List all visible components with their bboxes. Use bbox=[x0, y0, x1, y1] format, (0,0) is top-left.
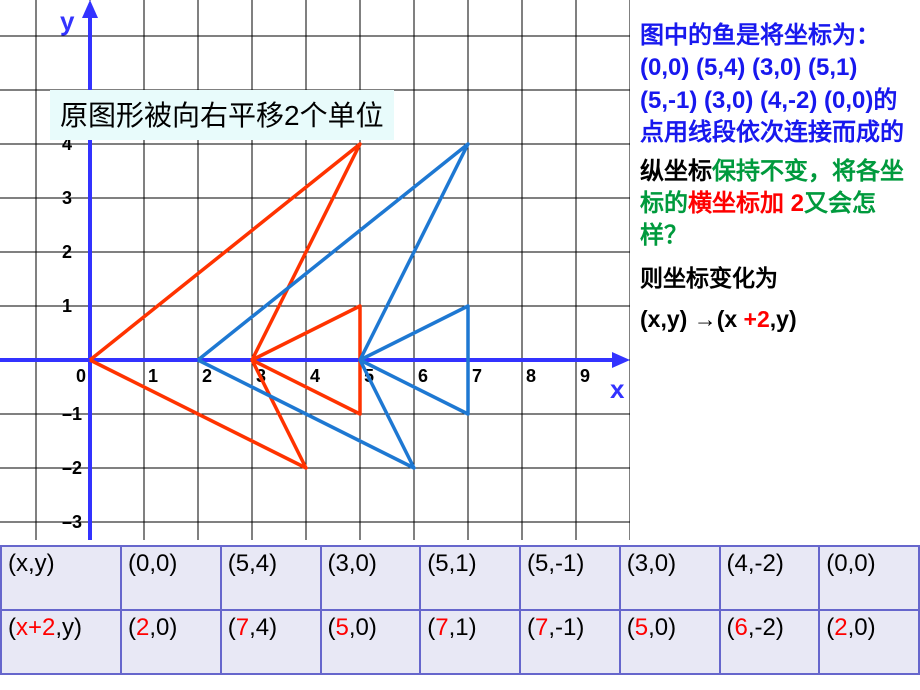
table-cell: (5,0) bbox=[620, 610, 720, 674]
row-header: (x+2,y) bbox=[1, 610, 121, 674]
table-cell: (3,0) bbox=[620, 546, 720, 610]
coordinate-chart: 012345678910–3–2–11234xy bbox=[0, 0, 630, 540]
coord-table: (x,y)(0,0)(5,4)(3,0)(5,1)(5,-1)(3,0)(4,-… bbox=[0, 545, 920, 675]
svg-text:–1: –1 bbox=[62, 404, 82, 424]
fish-description: 图中的鱼是将坐标为：(0,0) (5,4) (3,0) (5,1) (5,-1)… bbox=[640, 20, 910, 150]
chart-area: 012345678910–3–2–11234xy 原图形被向右平移2个单位 bbox=[0, 0, 630, 540]
table-cell: (0,0) bbox=[819, 546, 919, 610]
table-cell: (5,1) bbox=[420, 546, 520, 610]
svg-text:2: 2 bbox=[62, 242, 72, 262]
svg-text:8: 8 bbox=[526, 366, 536, 386]
table-cell: (3,0) bbox=[321, 546, 421, 610]
table-cell: (0,0) bbox=[121, 546, 221, 610]
svg-text:x: x bbox=[610, 374, 625, 404]
svg-text:–2: –2 bbox=[62, 458, 82, 478]
overlay-title: 原图形被向右平移2个单位 bbox=[50, 90, 394, 140]
table-cell: (5,4) bbox=[221, 546, 321, 610]
coord-table-wrap: (x,y)(0,0)(5,4)(3,0)(5,1)(5,-1)(3,0)(4,-… bbox=[0, 545, 920, 675]
table-cell: (7,4) bbox=[221, 610, 321, 674]
svg-text:9: 9 bbox=[580, 366, 590, 386]
table-cell: (7,-1) bbox=[520, 610, 620, 674]
table-cell: (2,0) bbox=[819, 610, 919, 674]
table-row: (x+2,y)(2,0)(7,4)(5,0)(7,1)(7,-1)(5,0)(6… bbox=[1, 610, 919, 674]
table-cell: (2,0) bbox=[121, 610, 221, 674]
rule-red: +2 bbox=[737, 306, 770, 332]
svg-text:1: 1 bbox=[62, 296, 72, 316]
rule-open: (x bbox=[717, 306, 737, 332]
question-text: 纵坐标保持不变，将各坐标的横坐标加 2又会怎样？ bbox=[640, 156, 910, 253]
transform-label: 则坐标变化为 bbox=[640, 263, 910, 294]
svg-text:y: y bbox=[60, 6, 75, 36]
svg-text:7: 7 bbox=[472, 366, 482, 386]
svg-text:0: 0 bbox=[76, 366, 86, 386]
side-text: 图中的鱼是将坐标为：(0,0) (5,4) (3,0) (5,1) (5,-1)… bbox=[630, 0, 920, 540]
rule-prefix: (x,y) bbox=[640, 306, 694, 332]
table-row: (x,y)(0,0)(5,4)(3,0)(5,1)(5,-1)(3,0)(4,-… bbox=[1, 546, 919, 610]
q-black: 纵坐标 bbox=[640, 158, 712, 185]
transform-rule: (x,y) →(x +2,y) bbox=[640, 304, 910, 335]
svg-text:3: 3 bbox=[62, 188, 72, 208]
table-cell: (5,-1) bbox=[520, 546, 620, 610]
svg-text:4: 4 bbox=[310, 366, 320, 386]
row-header: (x,y) bbox=[1, 546, 121, 610]
table-cell: (6,-2) bbox=[720, 610, 820, 674]
main-layout: 012345678910–3–2–11234xy 原图形被向右平移2个单位 图中… bbox=[0, 0, 920, 540]
svg-text:2: 2 bbox=[202, 366, 212, 386]
rule-arrow: → bbox=[694, 306, 717, 332]
q-red: 横坐标加 2 bbox=[688, 190, 804, 217]
svg-text:1: 1 bbox=[148, 366, 158, 386]
svg-text:6: 6 bbox=[418, 366, 428, 386]
svg-text:–3: –3 bbox=[62, 512, 82, 532]
table-cell: (5,0) bbox=[321, 610, 421, 674]
table-cell: (4,-2) bbox=[720, 546, 820, 610]
rule-close: ,y) bbox=[770, 306, 797, 332]
q-green-a: 保持不变， bbox=[712, 158, 832, 185]
table-cell: (7,1) bbox=[420, 610, 520, 674]
